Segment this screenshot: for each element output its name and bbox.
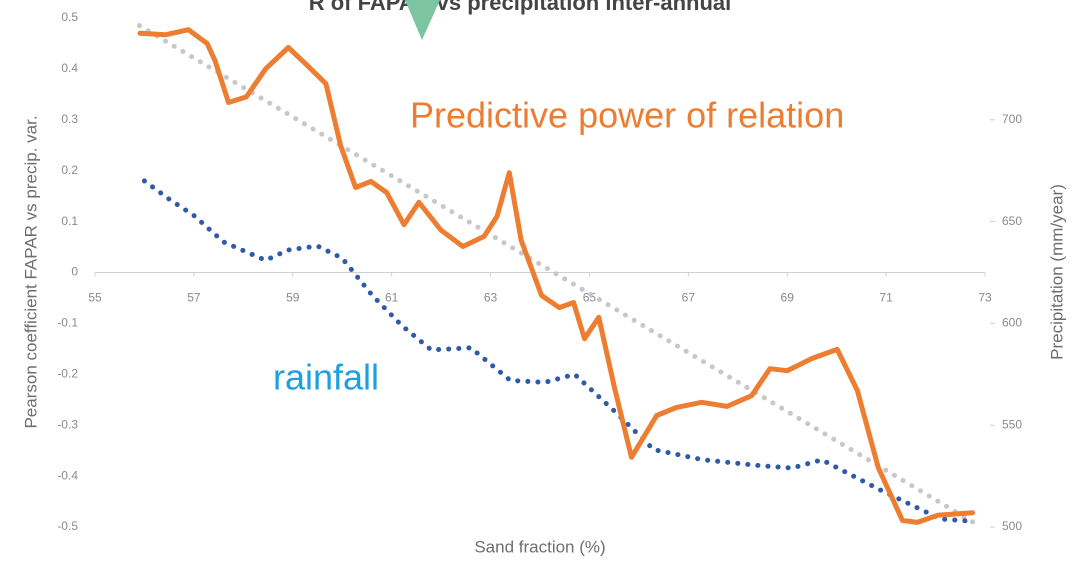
y2-tick-label: 500 bbox=[1002, 519, 1022, 533]
annotation: rainfall bbox=[273, 357, 379, 398]
y-tick-label: 0.5 bbox=[61, 10, 78, 24]
y-tick-label: 0.4 bbox=[61, 61, 78, 75]
chart-title: R of FAPAR vs precipitation inter-annual bbox=[309, 0, 732, 15]
x-tick-label: 71 bbox=[879, 291, 893, 305]
marker-triangle bbox=[405, 0, 440, 40]
y-tick-label: -0.2 bbox=[57, 366, 78, 380]
y-tick-label: -0.4 bbox=[57, 468, 78, 482]
x-tick-label: 67 bbox=[682, 291, 696, 305]
annotation: Predictive power of relation bbox=[410, 95, 844, 136]
x-axis-title: Sand fraction (%) bbox=[474, 537, 605, 556]
y-tick-label: 0.3 bbox=[61, 112, 78, 126]
y2-axis-title: Precipitation (mm/year) bbox=[1047, 184, 1066, 360]
y-tick-label: -0.1 bbox=[57, 316, 78, 330]
y2-tick-label: 550 bbox=[1002, 417, 1022, 431]
y-tick-label: 0.2 bbox=[61, 163, 78, 177]
x-tick-label: 61 bbox=[385, 291, 399, 305]
x-tick-label: 63 bbox=[484, 291, 498, 305]
y-tick-label: -0.3 bbox=[57, 417, 78, 431]
y-tick-label: 0 bbox=[71, 265, 78, 279]
line bbox=[137, 27, 976, 525]
x-tick-label: 55 bbox=[88, 291, 102, 305]
y2-tick-label: 700 bbox=[1002, 112, 1022, 126]
y2-tick-label: 600 bbox=[1002, 316, 1022, 330]
y-axis-title: Pearson coefficient FAPAR vs precip. var… bbox=[21, 115, 40, 428]
x-tick-label: 73 bbox=[978, 291, 992, 305]
y2-tick-label: 650 bbox=[1002, 214, 1022, 228]
x-tick-label: 59 bbox=[286, 291, 300, 305]
x-tick-label: 69 bbox=[781, 291, 795, 305]
y-tick-label: -0.5 bbox=[57, 519, 78, 533]
dotted-line bbox=[141, 178, 971, 524]
x-tick-label: 57 bbox=[187, 291, 201, 305]
dotted-line bbox=[137, 23, 976, 525]
y-tick-label: 0.1 bbox=[61, 214, 78, 228]
